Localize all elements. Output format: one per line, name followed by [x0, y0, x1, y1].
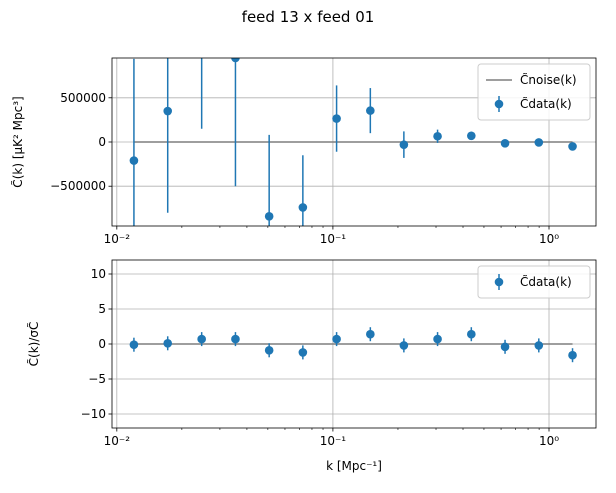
data-point [467, 329, 476, 339]
data-point [197, 334, 206, 344]
legend-point-swatch [494, 99, 504, 109]
data-point [433, 334, 442, 344]
y-tick-label: 5 [98, 302, 106, 316]
legend-box [477, 63, 591, 121]
x-tick-label: 10⁻¹ [320, 232, 347, 246]
data-point [534, 341, 544, 350]
data-point [332, 334, 341, 344]
y-axis-label: C̃(k) [μK² Mpc³] [11, 96, 25, 187]
data-point [298, 203, 308, 212]
legend: C̃noise(k) C̃data(k) [477, 63, 591, 121]
x-tick-label: 10⁻¹ [320, 434, 347, 448]
data-point [163, 339, 173, 348]
data-point [231, 334, 240, 344]
plot-panel-bottom: 10⁻² 10⁻¹ 10⁰ −10 −5 0 5 10 C̃(k)/σC̃ k [Mpc⁻¹] C̃… [27, 259, 597, 473]
figure-title: feed 13 x feed 01 [241, 8, 375, 26]
data-point [264, 211, 274, 221]
data-point [399, 140, 409, 149]
data-point [163, 106, 173, 116]
data-point [197, 36, 206, 45]
data-point [231, 58, 240, 63]
legend-label: C̃data(k) [520, 275, 572, 289]
x-tick-label: 10⁻² [104, 434, 131, 448]
y-tick-label: 0 [98, 135, 106, 149]
data-point [129, 156, 139, 165]
data-point [500, 342, 510, 352]
y-tick-label: 10 [91, 267, 106, 281]
data-point [264, 346, 274, 355]
y-tick-label: 0 [98, 337, 106, 351]
data-point [568, 350, 577, 360]
data-point [332, 114, 341, 123]
y-tick-label: 500000 [60, 91, 106, 105]
y-tick-label: −10 [81, 407, 106, 421]
legend-label: C̃noise(k) [520, 73, 577, 87]
x-axis-label: k [Mpc⁻¹] [326, 459, 382, 473]
y-tick-label: −500000 [50, 179, 106, 193]
y-axis-label: C̃(k)/σC̃ [27, 322, 41, 367]
plot-panel-top: 10⁻² 10⁻¹ 10⁰ −500000 0 500000 C̃(k) [μK² Mpc³… [11, 36, 597, 246]
x-tick-label: 10⁻² [104, 232, 131, 246]
data-point [129, 340, 139, 350]
legend: C̃data(k) [477, 265, 591, 299]
data-series [129, 327, 577, 363]
legend-point-swatch [494, 277, 504, 287]
data-point [568, 142, 577, 151]
data-point [467, 131, 476, 141]
data-point [433, 131, 442, 141]
data-series [129, 36, 577, 226]
data-point [366, 106, 375, 115]
y-tick-label: −5 [88, 372, 106, 386]
data-point [366, 329, 375, 339]
legend-box [477, 265, 591, 299]
x-tick-label: 10⁰ [539, 232, 559, 246]
legend-label: C̃data(k) [520, 97, 572, 111]
data-point [500, 139, 510, 148]
data-point [399, 341, 409, 350]
x-tick-label: 10⁰ [539, 434, 559, 448]
data-point [534, 138, 544, 147]
data-point [298, 348, 308, 357]
